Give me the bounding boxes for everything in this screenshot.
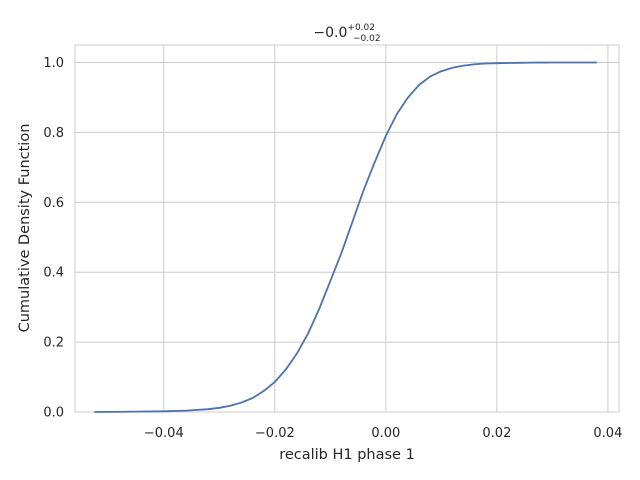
y-tick-label: 0.0 <box>43 406 64 421</box>
title-main: −0.0 <box>313 25 347 41</box>
x-tick-label: 0.04 <box>593 426 622 441</box>
y-tick-label: 0.4 <box>43 266 64 281</box>
grid-layer <box>75 45 619 413</box>
y-tick-label: 0.6 <box>43 196 64 211</box>
plot-frame <box>74 44 620 413</box>
title-superscript: +0.02 <box>347 23 375 33</box>
x-tick-label: 0.02 <box>482 426 511 441</box>
tick-layer: −0.04 −0.02 0.00 0.02 0.04 0.0 0.2 0.4 0.6 0.8 1.0 <box>43 56 622 441</box>
chart-title: −0.0+0.02 −0.02 <box>313 23 380 44</box>
x-tick-label: 0.00 <box>371 426 400 441</box>
series-layer <box>94 61 597 413</box>
x-tick-label: −0.02 <box>255 426 295 441</box>
title-subscript: −0.02 <box>353 34 381 44</box>
y-tick-label: 0.2 <box>43 336 64 351</box>
y-tick-label: 1.0 <box>43 56 64 71</box>
y-axis-label: Cumulative Density Function <box>17 124 33 333</box>
x-axis-label: recalib H1 phase 1 <box>279 447 415 463</box>
cdf-line <box>94 61 597 413</box>
x-tick-label: −0.04 <box>144 426 184 441</box>
y-tick-label: 0.8 <box>43 126 64 141</box>
